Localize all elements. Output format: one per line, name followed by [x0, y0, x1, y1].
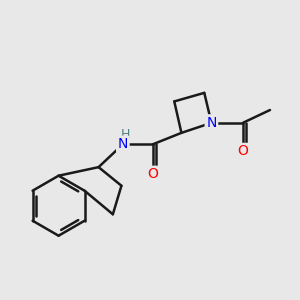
Text: N: N: [206, 116, 217, 130]
Text: O: O: [147, 167, 158, 181]
Text: O: O: [237, 144, 248, 158]
Text: H: H: [121, 128, 130, 141]
Text: N: N: [118, 137, 128, 151]
